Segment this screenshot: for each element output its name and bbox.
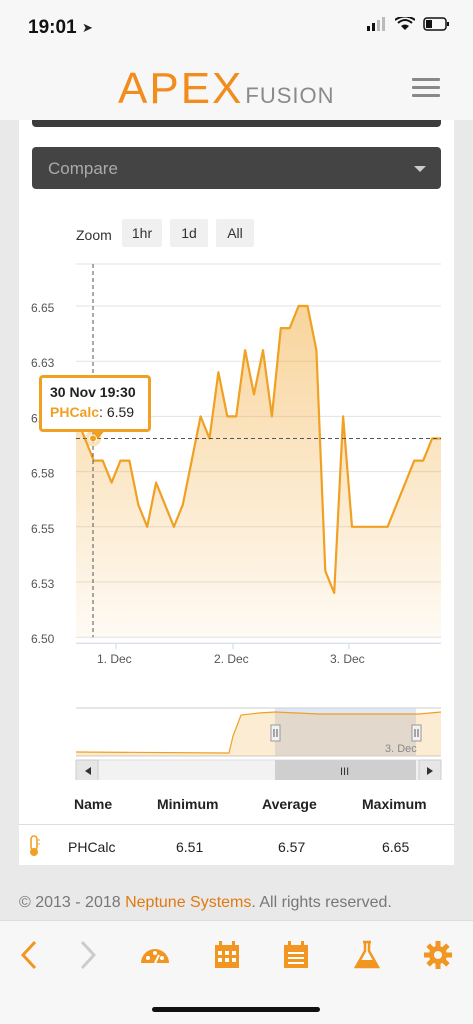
zoom-all-button[interactable]: All (216, 219, 254, 247)
chevron-down-icon (414, 166, 426, 172)
row-max: 6.65 (382, 839, 410, 855)
navigator-handle-right[interactable] (411, 724, 422, 742)
series-area (76, 306, 441, 638)
chart-card: Compare Zoom 1hr 1d All 6.656.636.606.58… (19, 120, 454, 865)
chevron-right-icon (427, 767, 433, 775)
tooltip-colon: : (99, 404, 107, 420)
row-min: 6.51 (176, 839, 204, 855)
y-tick-label: 6.55 (31, 522, 55, 536)
status-icons (367, 17, 451, 31)
dashboard-icon[interactable] (137, 937, 173, 973)
apex-fusion-logo[interactable]: APEX FUSION (118, 64, 335, 114)
back-icon[interactable] (11, 937, 47, 973)
scrollbar-grip: III (340, 766, 349, 778)
home-indicator (152, 1007, 320, 1012)
app-header: APEX FUSION (0, 56, 473, 120)
wifi-icon (395, 17, 415, 30)
y-tick-label: 6.58 (31, 467, 55, 481)
chevron-left-icon (85, 767, 91, 775)
log-icon[interactable] (278, 937, 314, 973)
navigator-line (75, 711, 442, 754)
tooltip-series: PHCalc (50, 404, 100, 420)
col-average: Average (262, 796, 317, 812)
x-tick-label: 2. Dec (214, 652, 249, 666)
navigator-handle-left[interactable] (270, 724, 281, 742)
select-above[interactable] (32, 120, 441, 127)
tooltip-pointer (90, 429, 106, 439)
col-name: Name (74, 796, 113, 812)
bottom-toolbar (0, 920, 473, 1024)
y-tick-label: 6.53 (31, 577, 55, 591)
status-time: 19:01 (28, 17, 77, 38)
series-line (74, 304, 441, 595)
logo-fusion-text: FUSION (245, 83, 335, 108)
thermometer-icon (30, 835, 40, 856)
y-tick-label: 6.63 (31, 356, 55, 370)
tooltip-title: 30 Nov 19:30 (50, 384, 136, 400)
chart-tooltip: 30 Nov 19:30 PHCalc: 6.59 (39, 375, 151, 439)
location-arrow-icon: ➤ (82, 20, 93, 35)
x-tick-label: 1. Dec (97, 652, 132, 666)
gear-icon[interactable] (420, 937, 456, 973)
table-row[interactable]: PHCalc 6.51 6.57 6.65 (19, 824, 454, 866)
x-tick-label: 3. Dec (330, 652, 365, 666)
logo-apex-text: APEX (118, 64, 244, 113)
status-bar: 19:01 ➤ (0, 0, 473, 56)
footer: © 2013 - 2018 Neptune Systems. All right… (19, 894, 392, 912)
zoom-1d-button[interactable]: 1d (170, 219, 208, 247)
footer-prefix: © 2013 - 2018 (19, 894, 126, 911)
navigator-area (76, 712, 441, 756)
signal-icon (367, 17, 385, 31)
y-tick-label: 6.50 (31, 632, 55, 646)
compare-select[interactable]: Compare (32, 147, 441, 189)
y-tick-label: 6.65 (31, 301, 55, 315)
scrollbar-thumb[interactable] (275, 760, 416, 780)
battery-icon (423, 17, 449, 31)
zoom-1hr-button[interactable]: 1hr (122, 219, 162, 247)
row-name: PHCalc (68, 839, 116, 855)
zoom-label: Zoom (76, 227, 112, 243)
forward-icon[interactable] (70, 937, 106, 973)
navigator-tick-label: 3. Dec (385, 743, 417, 755)
neptune-link[interactable]: Neptune Systems (125, 894, 252, 911)
lab-flask-icon[interactable] (349, 937, 385, 973)
col-maximum: Maximum (362, 796, 427, 812)
footer-suffix: . All rights reserved. (251, 894, 392, 911)
calendar-icon[interactable] (209, 937, 245, 973)
menu-icon[interactable] (412, 78, 440, 98)
tooltip-value: 6.59 (106, 404, 135, 420)
navigator-selection (275, 708, 416, 756)
row-avg: 6.57 (278, 839, 306, 855)
compare-label: Compare (48, 159, 118, 178)
col-minimum: Minimum (157, 796, 219, 812)
